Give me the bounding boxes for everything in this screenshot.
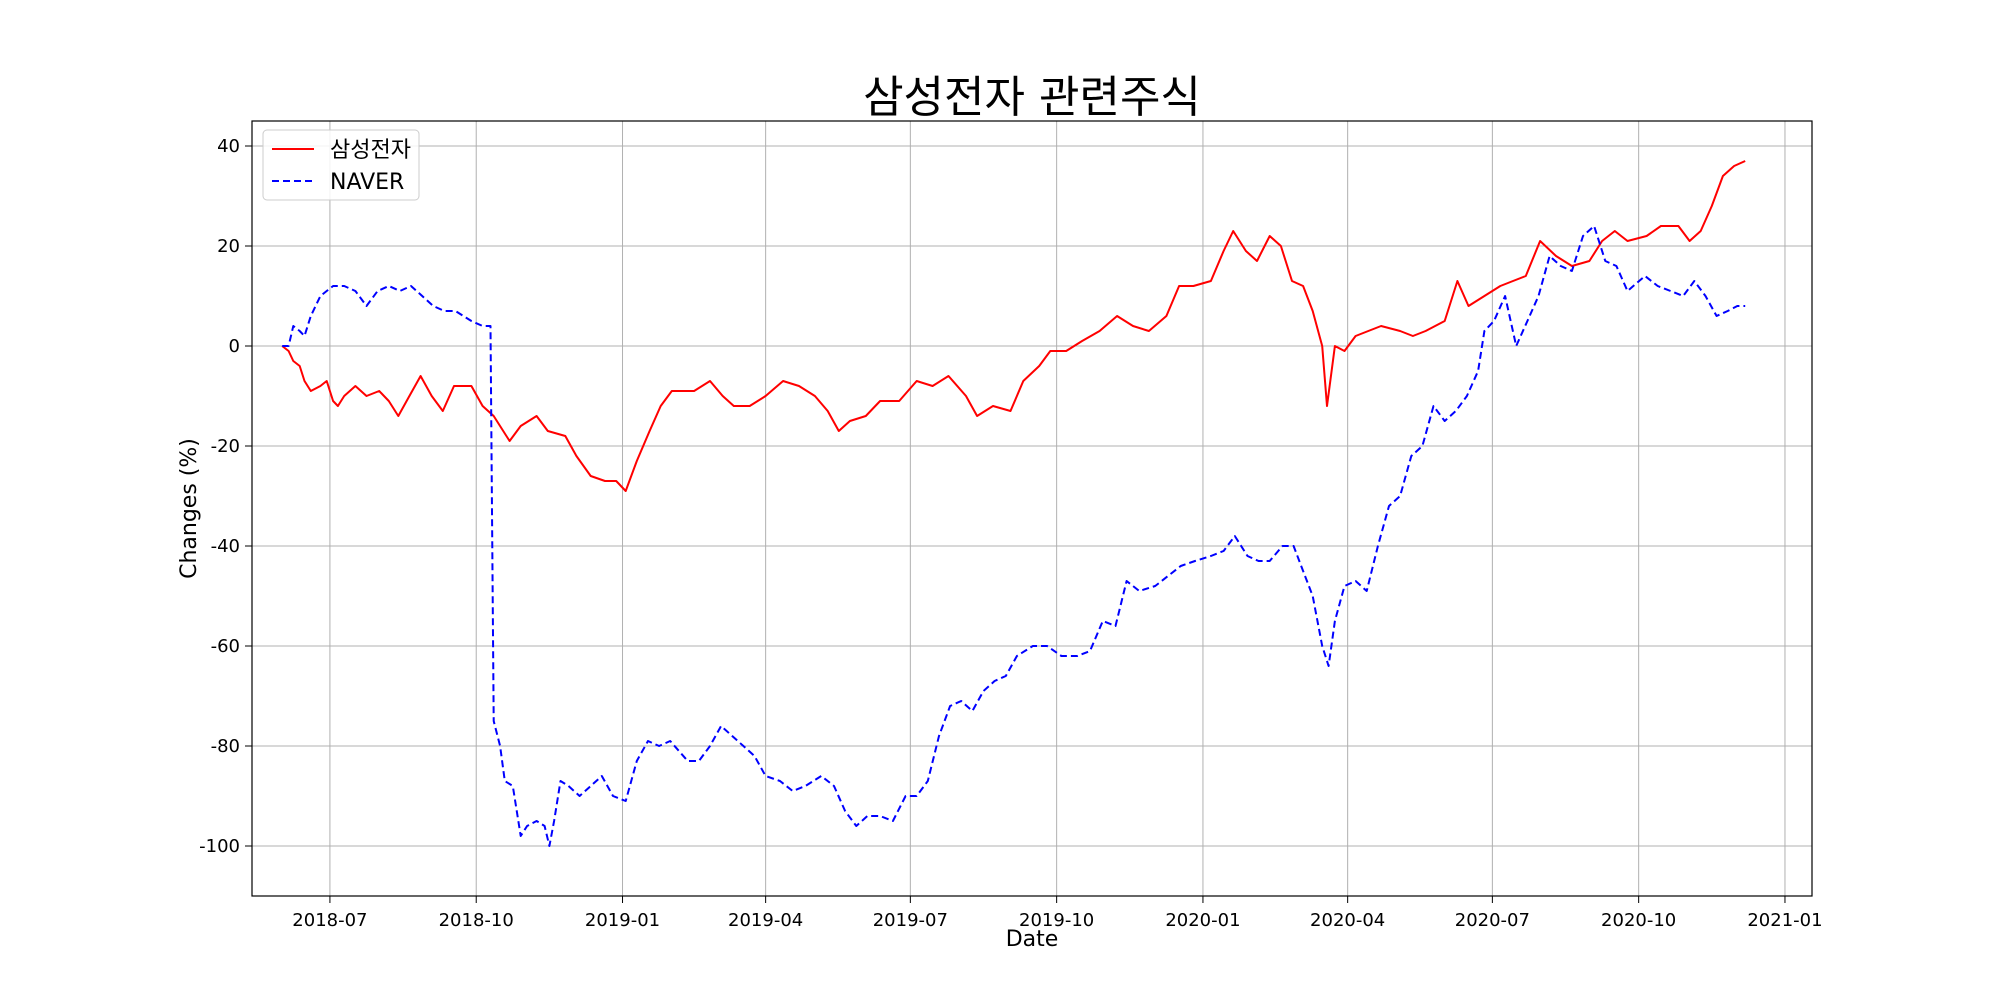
x-tick-label: 2020-04	[1310, 910, 1385, 931]
y-tick-label: -60	[211, 636, 240, 657]
y-tick-label: -20	[211, 436, 240, 457]
x-tick-label: 2021-01	[1747, 910, 1822, 931]
legend-box	[262, 129, 420, 201]
y-tick-label: -100	[199, 836, 240, 857]
grid-layer	[252, 121, 1812, 896]
y-axis-title: Changes (%)	[177, 438, 202, 579]
y-tick-label: 0	[229, 336, 240, 357]
series-line-0	[281, 160, 1746, 492]
y-tick-label: 40	[217, 136, 240, 157]
plot-frame	[251, 120, 1813, 897]
x-axis-title: Date	[1006, 927, 1059, 952]
x-tick-label: 2018-10	[439, 910, 514, 931]
x-tick-label: 2019-04	[728, 910, 803, 931]
tick-layer: 2018-07 2018-10 2019-01 2019-04 2019-07 2019-…	[199, 136, 1822, 931]
x-tick-label: 2018-07	[292, 910, 367, 931]
legend-label-0: 삼성전자	[330, 138, 411, 163]
series-line-1	[282, 225, 1746, 847]
x-tick-label: 2020-10	[1601, 910, 1676, 931]
x-tick-label: 2019-07	[873, 910, 948, 931]
legend-label-1: NAVER	[330, 170, 404, 195]
series-layer	[281, 160, 1746, 847]
y-tick-label: -40	[211, 536, 240, 557]
x-tick-label: 2019-01	[585, 910, 660, 931]
x-tick-label: 2019-10	[1019, 910, 1094, 931]
legend: 삼성전자 NAVER	[262, 129, 420, 201]
y-tick-label: 20	[217, 236, 240, 257]
chart-title: 삼성전자 관련주식	[863, 72, 1201, 123]
y-tick-label: -80	[211, 736, 240, 757]
x-tick-label: 2020-07	[1455, 910, 1530, 931]
x-tick-label: 2020-01	[1165, 910, 1240, 931]
